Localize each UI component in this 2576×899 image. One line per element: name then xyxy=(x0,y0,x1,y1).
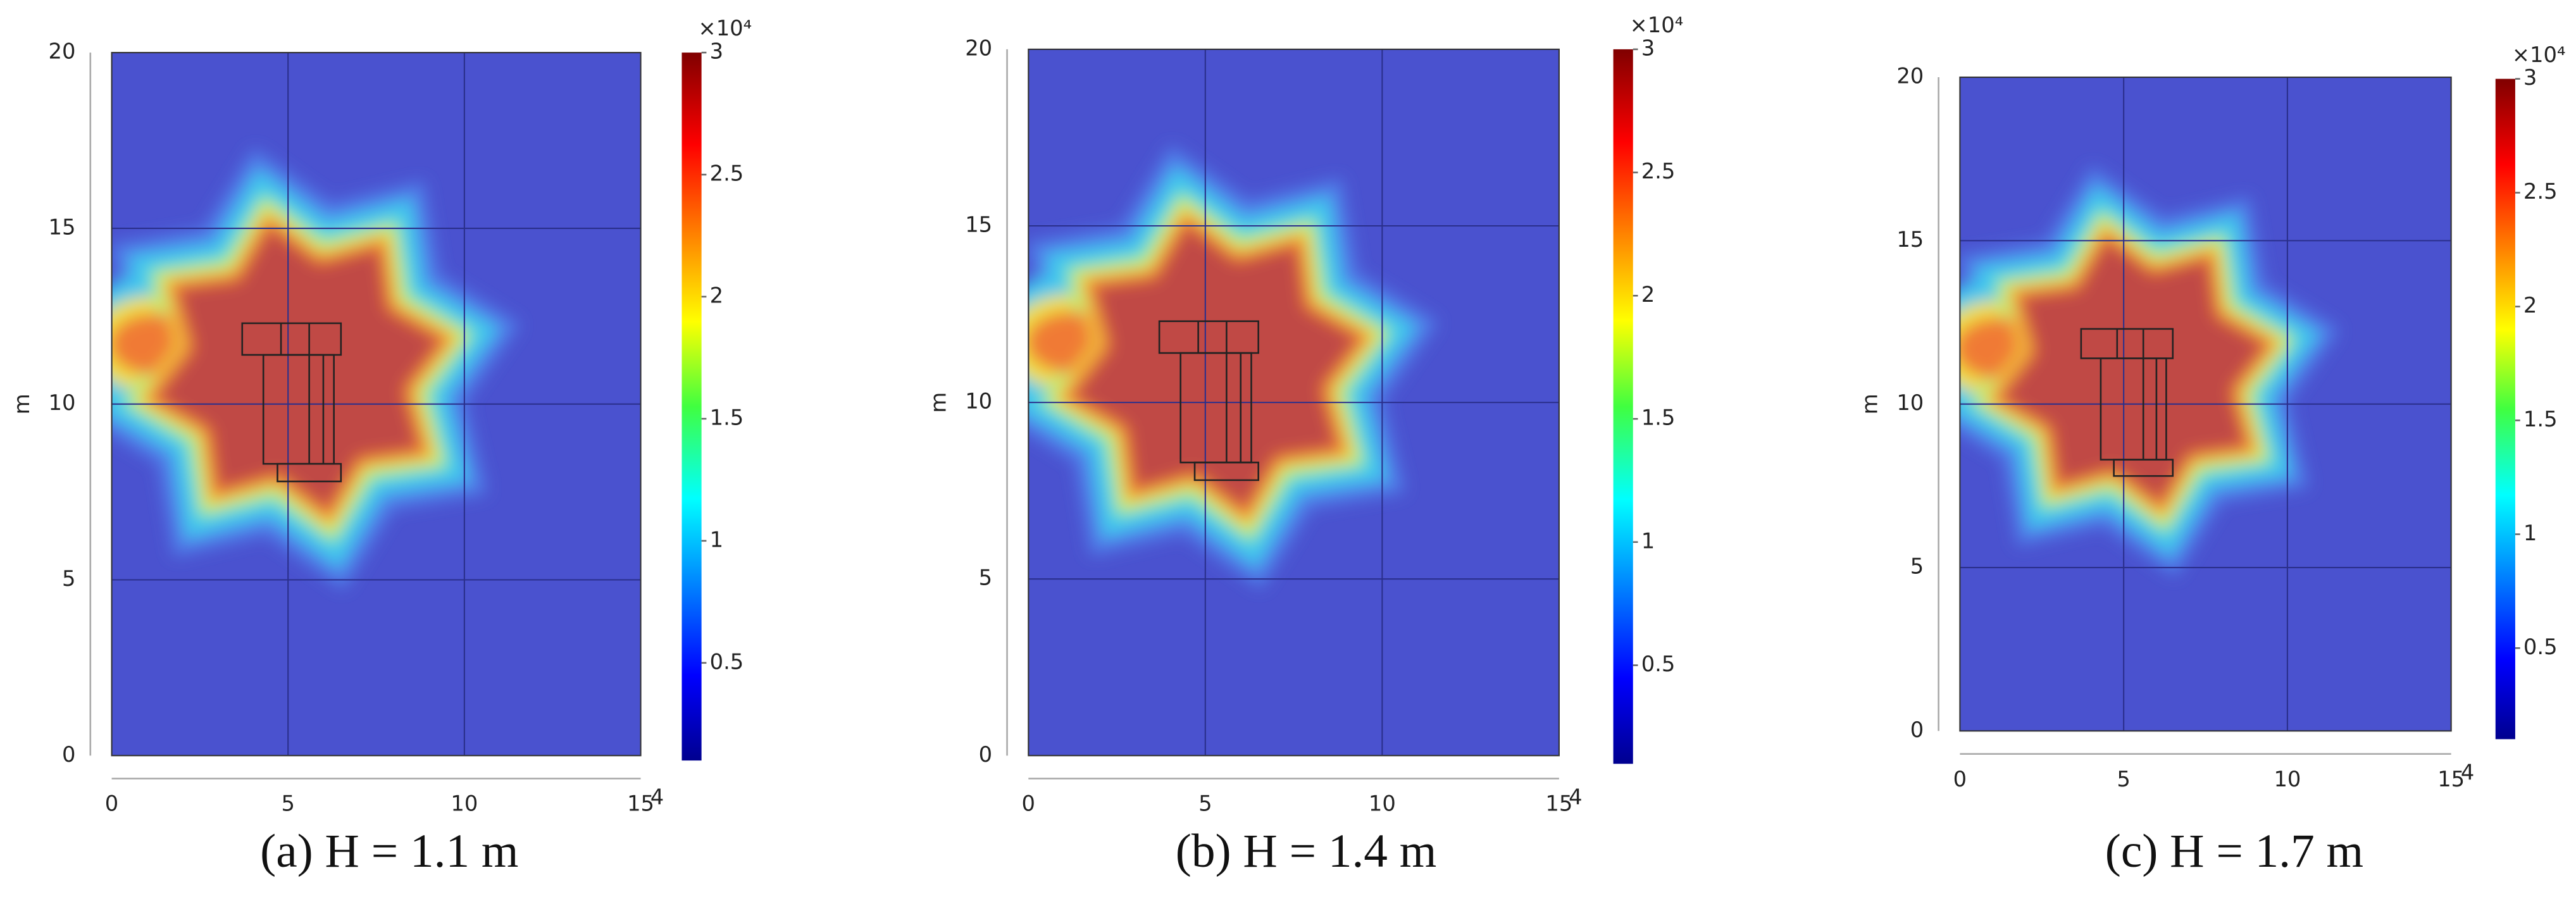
y-tick-label: 10 xyxy=(965,389,992,414)
y-axis-label: m xyxy=(926,392,951,413)
y-axis-label: m xyxy=(1858,394,1882,414)
colorbar-tick-label: 2.5 xyxy=(2523,179,2558,204)
colorbar-tick-label: 2 xyxy=(710,283,723,307)
field xyxy=(1960,77,2451,731)
colorbar-multiplier: ×10⁴ xyxy=(698,16,752,40)
x-tick-label: 10 xyxy=(1369,791,1396,816)
x-tick-label: 5 xyxy=(281,791,294,816)
y-tick-label: 0 xyxy=(62,742,75,767)
panel-caption: (c) H = 1.7 m xyxy=(2105,825,2363,877)
field xyxy=(111,53,641,756)
colorbar-tick-label: 1 xyxy=(2523,521,2537,545)
y-tick-label: 5 xyxy=(62,566,75,591)
colorbar-tick-label: 0.5 xyxy=(1641,652,1676,676)
blob-layer xyxy=(2001,240,2265,503)
colorbar-tick-label: 3 xyxy=(2523,65,2537,90)
x-axis-note: 4 xyxy=(650,784,664,809)
colorbar-tick-label: 2 xyxy=(2523,293,2537,318)
x-tick-label: 15 xyxy=(1545,791,1572,816)
blob-layer xyxy=(156,227,440,511)
intensity-blob xyxy=(111,148,520,590)
y-tick-label: 20 xyxy=(48,39,75,64)
colorbar-tick-label: 1.5 xyxy=(710,405,744,430)
intensity-blob xyxy=(1960,166,2339,577)
blob-layer xyxy=(1073,225,1359,509)
colorbar-tick-label: 2 xyxy=(1641,282,1655,307)
colorbar-tick-label: 3 xyxy=(1641,35,1655,60)
plot-frame xyxy=(1959,77,2452,732)
y-tick-label: 0 xyxy=(1910,717,1924,742)
colorbar-tick-label: 0.5 xyxy=(710,649,744,674)
panel: 0 5 10 15 0 5 10 15 20 4 m 0.5 1 1.5 2 2.5 3×10⁴ (b) H = … xyxy=(926,13,1684,877)
x-axis-note: 4 xyxy=(1569,784,1582,809)
y-tick-label: 15 xyxy=(48,214,75,239)
panel-caption: (b) H = 1.4 m xyxy=(1176,825,1437,877)
y-tick-label: 5 xyxy=(979,566,992,590)
colorbar-multiplier: ×10⁴ xyxy=(2512,42,2566,67)
colorbar-tick-label: 2.5 xyxy=(710,161,744,186)
x-tick-label: 0 xyxy=(1022,791,1035,816)
plot-frame xyxy=(111,52,642,757)
x-tick-label: 0 xyxy=(1953,767,1967,791)
colorbar-tick-label: 1 xyxy=(1641,528,1655,553)
colorbar xyxy=(1613,49,1633,764)
colorbar-tick-label: 1.5 xyxy=(2523,407,2558,431)
x-tick-label: 10 xyxy=(2274,767,2301,791)
colorbar-tick-label: 2.5 xyxy=(1641,159,1676,183)
panel: 0 5 10 15 0 5 10 15 20 4 m 0.5 1 1.5 2 2.5 3×10⁴ (c) H = … xyxy=(1858,42,2566,877)
y-axis-label: m xyxy=(9,394,34,414)
x-tick-label: 15 xyxy=(627,791,654,816)
plot-frame xyxy=(1028,48,1560,757)
x-tick-label: 5 xyxy=(2117,767,2130,791)
colorbar-multiplier: ×10⁴ xyxy=(1630,13,1684,37)
x-tick-label: 15 xyxy=(2437,767,2465,791)
x-tick-label: 0 xyxy=(105,791,118,816)
x-axis-note: 4 xyxy=(2461,760,2474,784)
y-tick-label: 20 xyxy=(965,35,992,60)
colorbar-tick-label: 0.5 xyxy=(2523,635,2558,659)
intensity-blob xyxy=(1028,146,1438,589)
field xyxy=(1028,49,1559,756)
y-tick-label: 10 xyxy=(48,390,75,415)
y-tick-label: 15 xyxy=(1896,227,1924,252)
y-tick-label: 0 xyxy=(979,742,992,767)
y-tick-label: 10 xyxy=(1896,390,1924,415)
colorbar xyxy=(681,53,702,761)
panel: 0 5 10 15 0 5 10 15 20 4 m 0.5 1 1.5 2 2.5 3×10⁴ (a) H = … xyxy=(9,16,752,877)
colorbar-tick-label: 1 xyxy=(710,527,723,552)
colorbar xyxy=(2495,78,2515,740)
panel-caption: (a) H = 1.1 m xyxy=(260,825,518,877)
x-tick-label: 10 xyxy=(451,791,478,816)
y-tick-label: 15 xyxy=(965,213,992,237)
y-tick-label: 20 xyxy=(1896,64,1924,89)
y-tick-label: 5 xyxy=(1910,554,1924,579)
x-tick-label: 5 xyxy=(1198,791,1212,816)
colorbar-tick-label: 3 xyxy=(710,39,723,64)
colorbar-tick-label: 1.5 xyxy=(1641,406,1676,430)
